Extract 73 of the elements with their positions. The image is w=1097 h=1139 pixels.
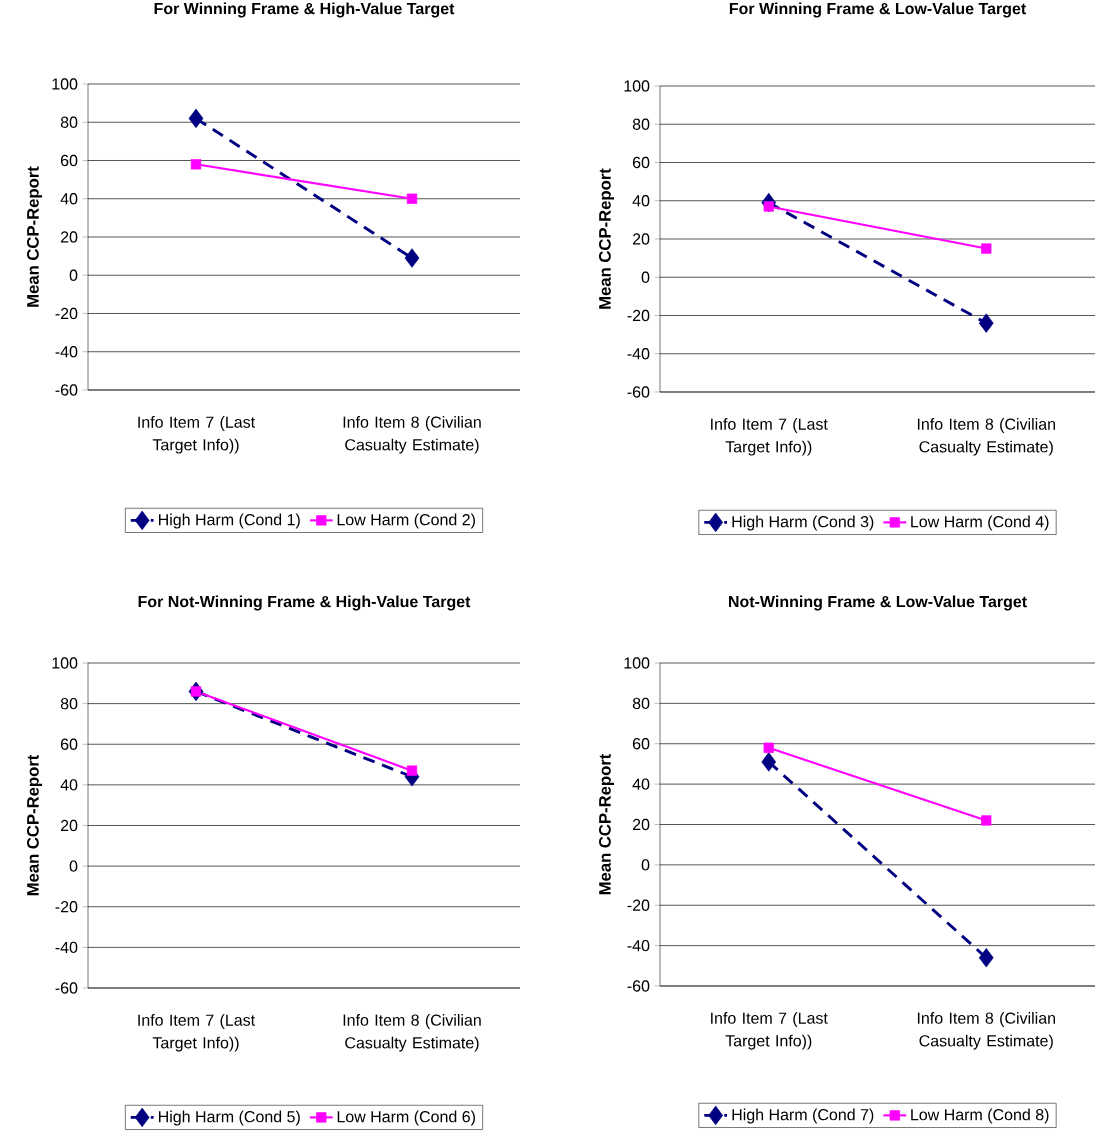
y-axis-title: Mean CCP-Report [27, 754, 43, 896]
y-tick-label: 0 [69, 269, 78, 281]
legend-label: High Harm (Cond 5) [159, 1110, 300, 1126]
point [761, 752, 777, 772]
x-tick-label: Info Item 8 (Civilian Casualty Estimate) [343, 416, 481, 454]
y-tick-label: -60 [627, 980, 650, 992]
y-tick-label: -60 [55, 384, 78, 396]
y-tick-label: 60 [632, 738, 650, 750]
y-tick-label: 20 [60, 231, 78, 243]
y-tick-label: 20 [632, 233, 650, 245]
y-tick-label: -60 [627, 386, 650, 398]
point [978, 948, 994, 968]
y-tick-label: 60 [632, 156, 650, 169]
x-tick-label: Info Item 7 (Last Target Info)) [138, 1014, 255, 1052]
point [190, 686, 202, 697]
y-tick-label: -20 [55, 901, 78, 913]
y-tick-label: -40 [55, 346, 78, 358]
point [981, 243, 992, 254]
x-tick-label: Info Item 7 (Last Target Info)) [711, 418, 828, 456]
point [406, 193, 418, 204]
point [763, 742, 774, 753]
y-tick-label: 40 [60, 779, 78, 791]
point [190, 159, 202, 170]
x-tick-label: Info Item 7 (Last Target Info)) [138, 416, 255, 454]
y-axis-title: Mean CCP-Report [599, 753, 615, 895]
y-tick-label: 100 [52, 657, 78, 669]
point [978, 313, 994, 333]
y-tick-label: 80 [60, 697, 78, 710]
y-tick-label: 40 [60, 193, 78, 205]
chart-title: For Winning Frame & Low-Value Target [729, 2, 1026, 18]
legend-label: Low Harm (Cond 6) [337, 1110, 475, 1126]
legend-label: High Harm (Cond 7) [732, 1108, 874, 1124]
point [406, 765, 418, 776]
legend-label: Low Harm (Cond 4) [911, 515, 1049, 531]
point [981, 815, 992, 826]
y-axis-title: Mean CCP-Report [599, 168, 615, 309]
chart-title: For Not-Winning Frame & High-Value Target [138, 595, 471, 611]
y-tick-label: -40 [627, 939, 650, 952]
y-tick-label: 100 [624, 80, 650, 92]
x-tick-label: Info Item 8 (Civilian Casualty Estimate) [917, 418, 1055, 456]
y-tick-label: 80 [632, 697, 650, 710]
y-tick-label: -20 [627, 899, 650, 911]
chart-title: Not-Winning Frame & Low-Value Target [729, 595, 1027, 611]
x-tick-label: Info Item 8 (Civilian Casualty Estimate) [917, 1012, 1055, 1050]
y-tick-label: 0 [641, 859, 650, 871]
y-tick-label: 100 [52, 78, 78, 90]
chart-title: For Winning Frame & High-Value Target [154, 2, 455, 18]
y-tick-label: -40 [627, 348, 650, 360]
y-tick-label: 0 [641, 271, 650, 283]
y-tick-label: 80 [632, 118, 650, 130]
y-tick-label: -20 [55, 307, 78, 320]
point [188, 108, 204, 129]
y-tick-label: 40 [632, 778, 650, 790]
y-tick-label: 60 [60, 738, 78, 750]
point [763, 201, 774, 212]
y-tick-label: 20 [632, 818, 650, 831]
point [404, 248, 420, 268]
y-tick-label: 100 [624, 657, 650, 669]
x-tick-label: Info Item 7 (Last Target Info)) [711, 1012, 828, 1050]
legend-label: High Harm (Cond 1) [159, 513, 300, 529]
legend-label: High Harm (Cond 3) [732, 515, 874, 531]
y-tick-label: -40 [55, 941, 78, 954]
y-tick-label: -20 [627, 309, 650, 322]
y-axis-title: Mean CCP-Report [27, 166, 43, 307]
y-tick-label: 60 [60, 154, 78, 167]
legend-label: Low Harm (Cond 8) [911, 1108, 1049, 1124]
y-tick-label: 20 [60, 819, 78, 832]
x-tick-label: Info Item 8 (Civilian Casualty Estimate) [343, 1014, 481, 1052]
y-tick-label: 0 [69, 860, 78, 872]
legend-label: Low Harm (Cond 2) [337, 513, 475, 529]
y-tick-label: 80 [60, 116, 78, 128]
y-tick-label: 40 [632, 195, 650, 207]
y-tick-label: -60 [55, 982, 78, 994]
